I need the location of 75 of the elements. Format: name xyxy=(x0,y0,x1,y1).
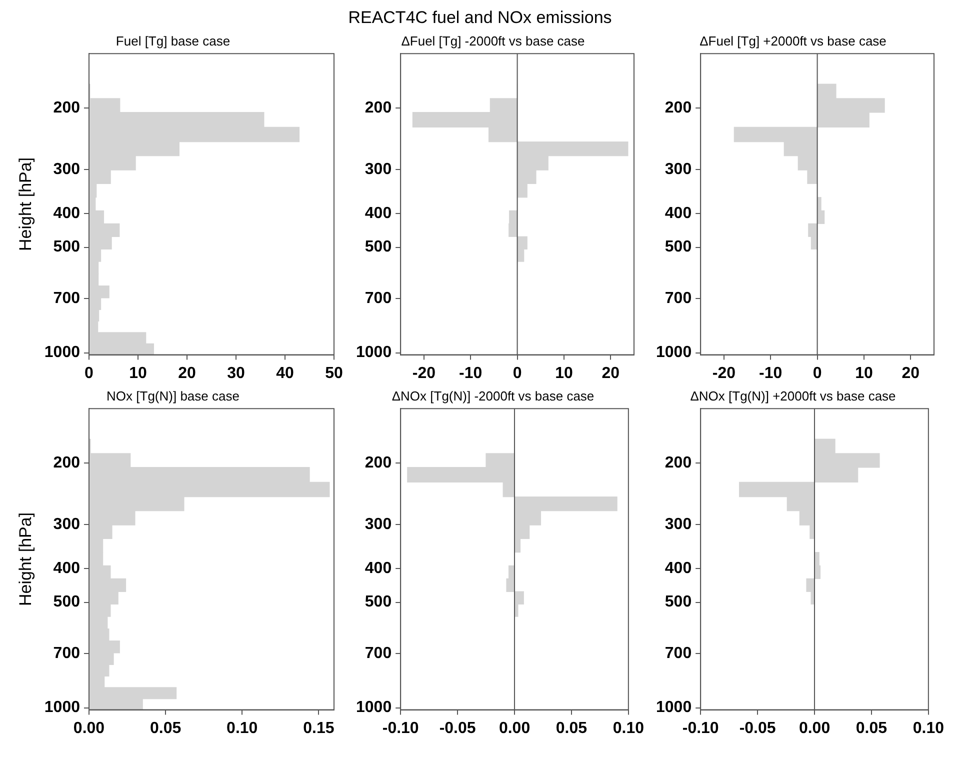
y-tick-label: 300 xyxy=(364,161,392,178)
x-tick-label: 0.05 xyxy=(150,720,182,737)
y-tick-label: 700 xyxy=(53,290,80,307)
y-tick-label: 1000 xyxy=(44,699,80,716)
y-tick-label: 500 xyxy=(364,238,392,256)
y-tick-label: 300 xyxy=(364,516,392,533)
y-tick-label: 200 xyxy=(53,99,80,116)
x-tick-label: -20 xyxy=(712,364,736,382)
y-tick-label: 200 xyxy=(364,454,392,472)
x-tick-label: 0.00 xyxy=(73,720,105,737)
y-tick-label: 300 xyxy=(53,516,80,533)
x-tick-label: 10 xyxy=(129,364,147,382)
x-tick-label: -10 xyxy=(759,364,782,382)
y-tick-label: 200 xyxy=(364,99,392,116)
x-tick-label: 30 xyxy=(227,364,245,382)
x-tick-label: 0.05 xyxy=(856,720,888,737)
y-axis-title: Height [hPa] xyxy=(16,512,35,606)
x-tick-label: 0.10 xyxy=(226,720,258,737)
chart-title: NOx [Tg(N)] base case xyxy=(106,388,240,404)
x-tick-label: 20 xyxy=(902,364,920,382)
y-tick-label: 300 xyxy=(664,161,692,178)
chart-title: ΔFuel [Tg] +2000ft vs base case xyxy=(700,33,886,48)
y-tick-label: 500 xyxy=(53,238,80,256)
y-tick-label: 500 xyxy=(53,594,80,611)
y-tick-label: 400 xyxy=(664,204,692,222)
y-tick-label: 300 xyxy=(53,161,80,178)
x-tick-label: 10 xyxy=(855,364,873,382)
x-tick-label: 10 xyxy=(555,364,573,382)
x-tick-label: 0.15 xyxy=(303,720,334,737)
y-tick-label: 400 xyxy=(364,560,392,577)
x-tick-label: 0.10 xyxy=(612,720,644,737)
y-tick-label: 700 xyxy=(364,290,392,307)
x-tick-label: 0 xyxy=(84,364,94,382)
y-tick-label: 700 xyxy=(664,290,692,307)
y-axis-title: Height [hPa] xyxy=(16,157,35,251)
y-tick-label: 1000 xyxy=(356,344,392,362)
x-tick-label: 50 xyxy=(325,364,343,382)
y-tick-label: 400 xyxy=(53,204,80,222)
y-tick-label: 1000 xyxy=(656,699,692,716)
x-tick-label: 0.00 xyxy=(498,720,530,737)
y-tick-label: 700 xyxy=(53,644,80,662)
x-tick-label: -0.05 xyxy=(739,720,776,737)
text: REACT4C fuel and NOx emissions xyxy=(348,8,612,27)
y-tick-label: 500 xyxy=(664,238,692,256)
x-tick-label: 0.10 xyxy=(912,720,944,737)
y-tick-label: 400 xyxy=(53,560,80,577)
y-tick-label: 300 xyxy=(664,516,692,533)
y-tick-label: 1000 xyxy=(656,344,692,362)
x-tick-label: 0 xyxy=(812,364,822,382)
x-tick-label: 40 xyxy=(276,364,294,382)
x-tick-label: 0.00 xyxy=(798,720,830,737)
y-tick-label: 700 xyxy=(664,644,692,662)
y-tick-label: 200 xyxy=(53,454,80,472)
x-tick-label: 0 xyxy=(512,364,522,382)
y-tick-label: 400 xyxy=(364,204,392,222)
y-tick-label: 1000 xyxy=(44,344,80,362)
x-tick-label: 20 xyxy=(178,364,196,382)
chart-title: Fuel [Tg] base case xyxy=(116,33,230,48)
chart-title: ΔFuel [Tg] -2000ft vs base case xyxy=(401,33,585,48)
x-tick-label: -10 xyxy=(459,364,482,382)
y-tick-label: 200 xyxy=(664,454,692,472)
x-tick-label: -0.10 xyxy=(382,720,419,737)
y-tick-label: 700 xyxy=(364,644,392,662)
chart-title: ΔNOx [Tg(N)] -2000ft vs base case xyxy=(392,388,594,404)
x-tick-label: 0.05 xyxy=(556,720,588,737)
y-tick-label: 200 xyxy=(664,99,692,116)
x-tick-label: -20 xyxy=(412,364,436,382)
x-tick-label: 20 xyxy=(602,364,620,382)
chart-title: ΔNOx [Tg(N)] +2000ft vs base case xyxy=(690,388,896,404)
y-tick-label: 1000 xyxy=(356,699,392,716)
x-tick-label: -0.10 xyxy=(682,720,719,737)
y-tick-label: 500 xyxy=(664,594,692,611)
y-tick-label: 500 xyxy=(364,594,392,611)
x-tick-label: -0.05 xyxy=(439,720,476,737)
y-tick-label: 400 xyxy=(664,560,692,577)
